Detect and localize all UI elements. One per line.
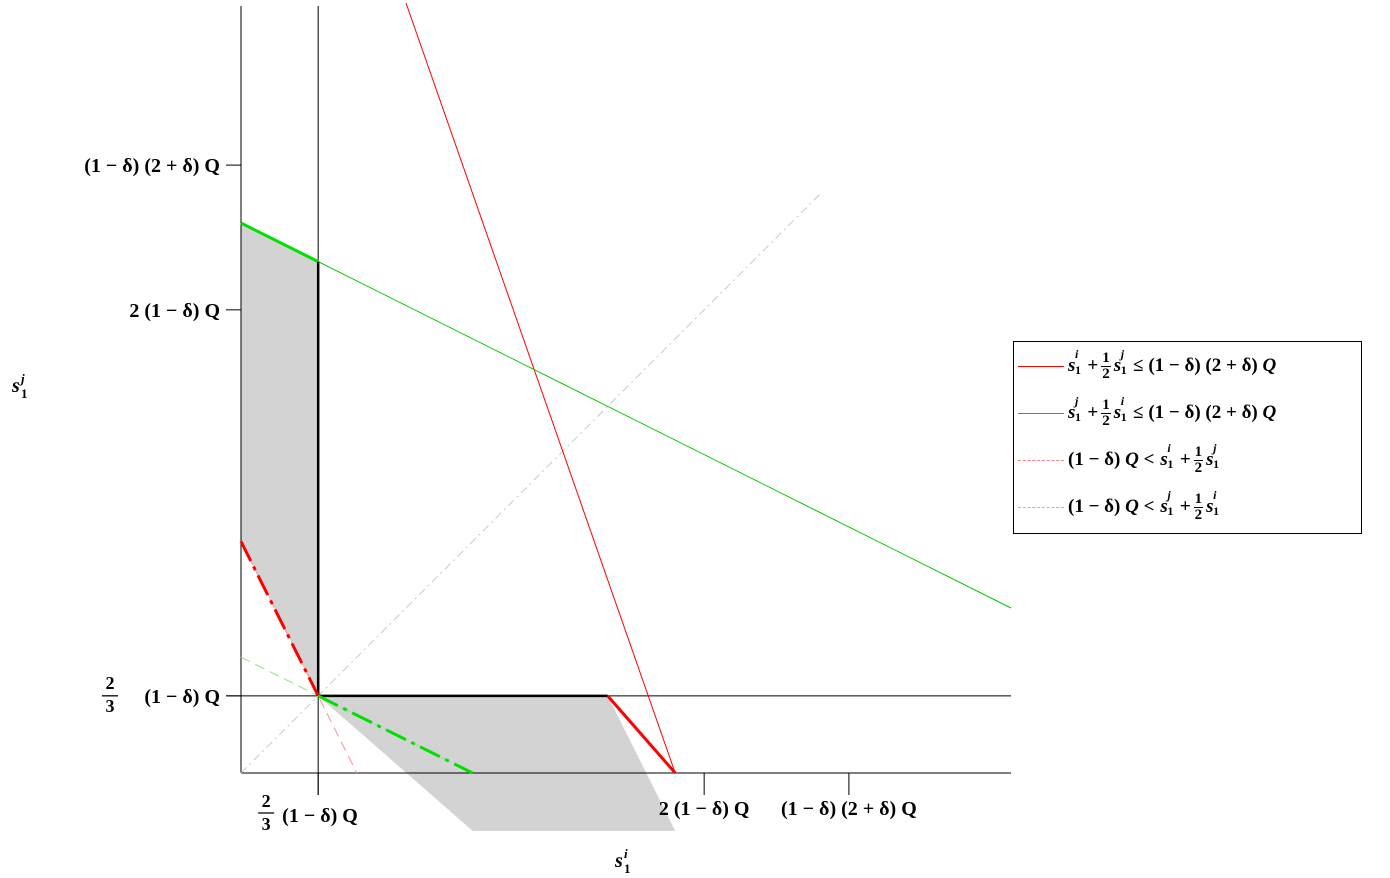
x-axis-title: s i1 (614, 846, 631, 876)
y-tick-label-1: (1 − δ) Q (144, 686, 220, 708)
series-lines (239, 2, 1012, 775)
x-tick-label-den-1: 3 (262, 814, 271, 834)
y-tick-label-num-1: 2 (106, 673, 115, 693)
series-line-green (240, 222, 1012, 609)
legend: s i 1 +1 2 s j 1 ≤ (1 − δ) (2 + δ) Q s j 1 +1 2 s i 1 ≤ (… (1013, 341, 1362, 534)
legend-swatch (1018, 366, 1064, 367)
legend-swatch (1018, 460, 1064, 461)
axes (226, 6, 1011, 795)
boundary-red-dashed (239, 540, 320, 697)
x-tick-label-1: (1 − δ) Q (282, 805, 358, 827)
legend-label: (1 − δ) Q < s i 1 +1 2 s j 1 (1068, 441, 1220, 476)
y-tick-label-den-1: 3 (106, 696, 115, 716)
y-tick-label-3: (1 − δ) (2 + δ) Q (84, 155, 220, 177)
y-tick-label-2: 2 (1 − δ) Q (129, 300, 220, 322)
legend-swatch (1018, 413, 1064, 414)
tick-labels: 2 3 (1 − δ) Q 2 (1 − δ) Q (1 − δ) (2 + δ) Q 2… (11, 155, 917, 876)
legend-item: (1 − δ) Q < s i 1 +1 2 s j 1 (1018, 438, 1358, 482)
legend-swatch (1018, 507, 1064, 508)
axis-title-letter: s (614, 850, 623, 872)
legend-item: s i 1 +1 2 s j 1 ≤ (1 − δ) (2 + δ) Q (1018, 344, 1358, 388)
legend-label: (1 − δ) Q < s j 1 +1 2 s i 1 (1068, 488, 1220, 523)
boundary-red-solid (606, 694, 677, 774)
axis-title-sub: 1 (624, 861, 631, 876)
legend-item: (1 − δ) Q < s j 1 +1 2 s i 1 (1018, 485, 1358, 529)
shaded-region-2 (318, 695, 676, 831)
diagonal-line (240, 193, 821, 774)
legend-label: s i 1 +1 2 s j 1 ≤ (1 − δ) (2 + δ) Q (1068, 347, 1277, 382)
series-line-red (405, 2, 676, 774)
x-tick-label-2: 2 (1 − δ) Q (659, 798, 750, 820)
x-tick-label-num-1: 2 (262, 791, 271, 811)
axis-title-sup: j (19, 371, 25, 386)
x-tick-label-3: (1 − δ) (2 + δ) Q (781, 798, 917, 820)
axis-title-sub: 1 (21, 386, 28, 401)
boundary-green-dashed (317, 694, 474, 775)
axis-title-letter: s (11, 375, 20, 397)
legend-item: s j 1 +1 2 s i 1 ≤ (1 − δ) (2 + δ) Q (1018, 391, 1358, 435)
shaded-region-1 (241, 223, 319, 696)
boundary-green-solid (240, 221, 319, 263)
shaded-regions (241, 223, 676, 831)
legend-label: s j 1 +1 2 s i 1 ≤ (1 − δ) (2 + δ) Q (1068, 394, 1277, 429)
axis-title-sup: i (624, 846, 628, 861)
y-axis-title: s j1 (11, 371, 28, 401)
